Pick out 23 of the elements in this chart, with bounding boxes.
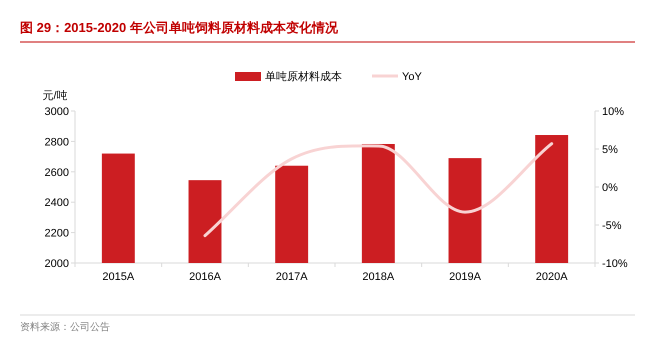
- y2-tick-label: 5%: [602, 144, 618, 156]
- x-tick-label: 2016A: [189, 271, 222, 283]
- chart-title: 图 29：2015-2020 年公司单吨饲料原材料成本变化情况: [20, 20, 339, 35]
- x-tick-label: 2015A: [102, 271, 135, 283]
- legend-label: 单吨原材料成本: [265, 70, 342, 83]
- x-tick-label: 2020A: [536, 271, 568, 283]
- x-tick-label: 2018A: [362, 271, 395, 283]
- x-tick-label: 2017A: [276, 271, 308, 283]
- y-tick-label: 2400: [44, 197, 69, 210]
- y2-tick-label: 10%: [602, 106, 624, 118]
- y2-tick-label: 0%: [602, 182, 618, 194]
- y-tick-label: 2000: [44, 258, 69, 270]
- y-tick-label: 2800: [44, 136, 69, 148]
- x-tick-label: 2019A: [449, 271, 482, 283]
- y-tick-label: 2200: [44, 228, 69, 240]
- y2-tick-label: -10%: [602, 258, 628, 270]
- y-tick-label: 2600: [44, 166, 69, 179]
- line-series: [204, 142, 554, 238]
- y-axis-title: 元/吨: [42, 89, 68, 102]
- y2-tick-label: -5%: [602, 220, 622, 232]
- y-tick-label: 3000: [44, 106, 69, 118]
- legend-label: YoY: [402, 71, 422, 83]
- text: 资料来源：公司公告: [20, 321, 110, 333]
